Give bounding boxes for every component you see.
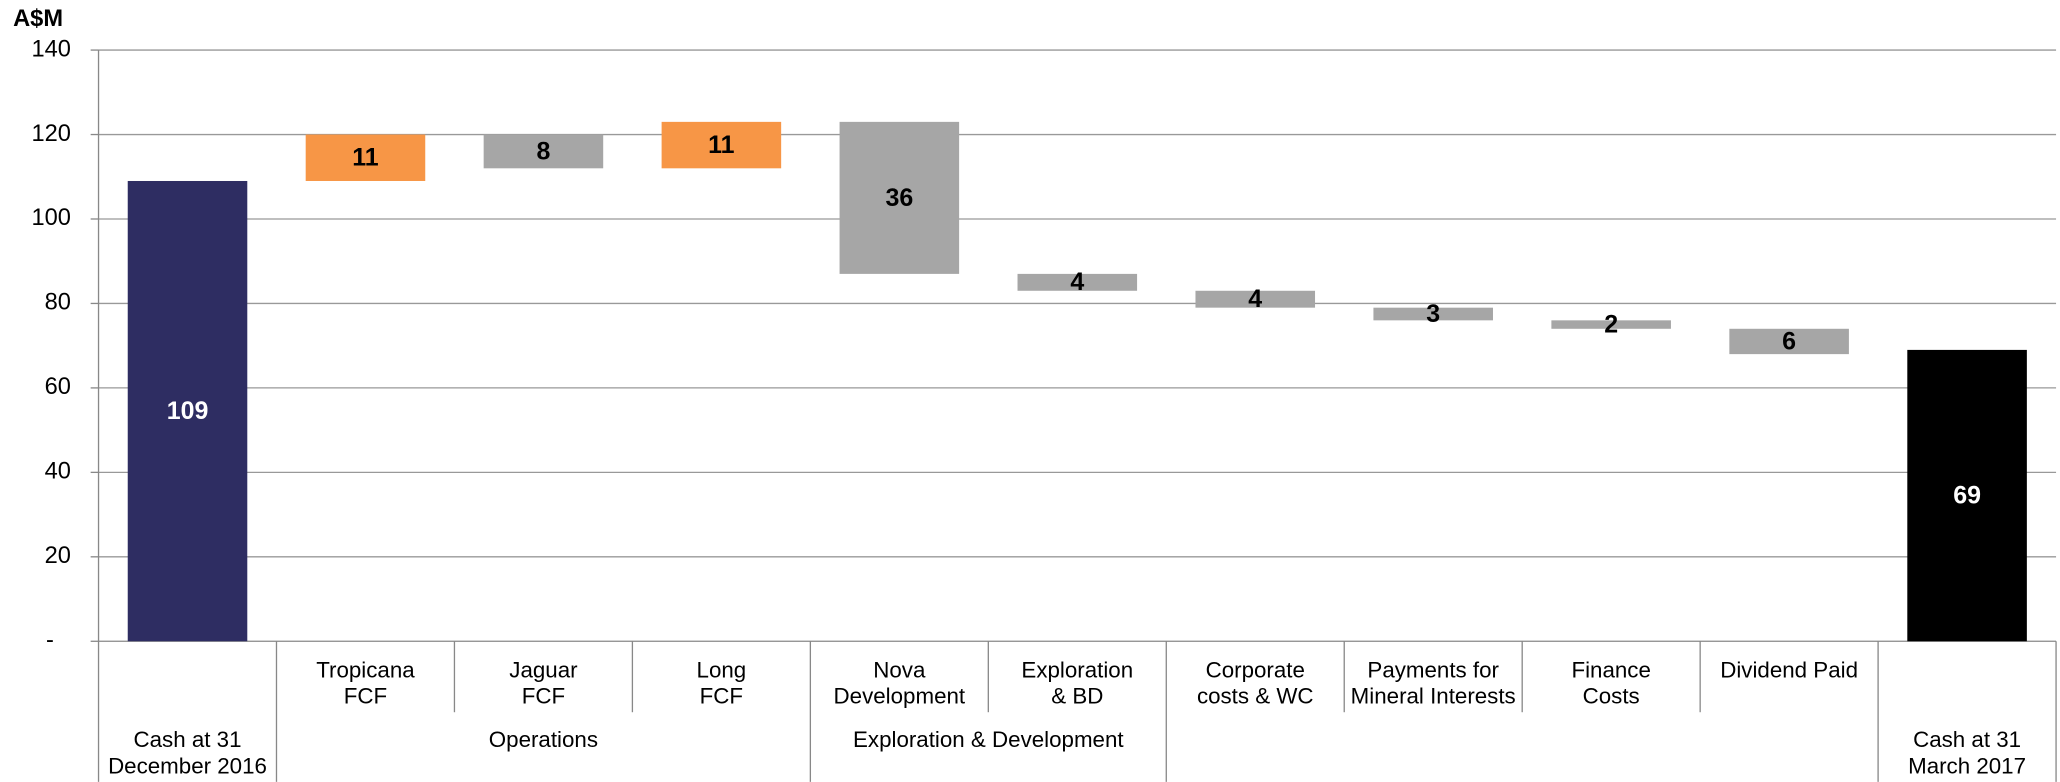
bar <box>1195 290 1316 308</box>
bar <box>839 121 960 274</box>
x-tick-label: Tropicana <box>316 657 415 682</box>
bar <box>1907 349 2027 642</box>
bar <box>127 180 248 642</box>
data-label: 2 <box>1604 310 1618 338</box>
data-label: 36 <box>885 184 913 212</box>
data-label: 11 <box>708 131 735 159</box>
x-tick-label: FCF <box>700 684 743 709</box>
y-tick-label: 100 <box>32 205 71 231</box>
bar <box>1373 307 1493 321</box>
y-tick-label: 40 <box>45 459 71 485</box>
data-label: 4 <box>1248 285 1262 313</box>
x-tick-label: Exploration <box>1021 657 1133 682</box>
x-tick-label: Development <box>834 684 966 709</box>
bar <box>483 134 604 169</box>
group-label: Cash at 31 <box>134 727 242 752</box>
x-tick-label: FCF <box>522 684 565 709</box>
x-tick-label: Nova <box>873 657 926 682</box>
x-tick-label: costs & WC <box>1197 684 1314 709</box>
bar <box>661 121 782 169</box>
bar <box>305 134 426 181</box>
group-label: Exploration & Development <box>853 727 1124 752</box>
x-tick-label: Corporate <box>1206 657 1305 682</box>
group-label: Cash at 31 <box>1913 727 2021 752</box>
data-label: 8 <box>536 137 550 165</box>
y-tick-label: 60 <box>45 374 71 400</box>
x-tick-label: FCF <box>344 684 387 709</box>
bar <box>1551 320 1671 329</box>
data-label: 6 <box>1782 327 1796 355</box>
x-tick-label: & BD <box>1051 684 1103 709</box>
x-tick-label: Payments for <box>1367 657 1499 682</box>
x-tick-label: Costs <box>1583 684 1640 709</box>
data-label: 11 <box>352 144 379 172</box>
bar <box>1017 273 1138 291</box>
group-label: Operations <box>489 727 598 752</box>
y-tick-label: 20 <box>45 543 71 569</box>
y-tick-label: 120 <box>32 121 71 147</box>
bar <box>1729 328 1849 355</box>
x-tick-label: Finance <box>1571 657 1650 682</box>
y-tick-label: 140 <box>32 36 71 62</box>
y-tick-label: - <box>46 628 54 654</box>
x-tick-label: Jaguar <box>509 657 578 682</box>
x-tick-label: Dividend Paid <box>1720 657 1858 682</box>
data-label: 3 <box>1426 300 1440 328</box>
x-tick-label: Mineral Interests <box>1351 684 1516 709</box>
x-tick-label: Long <box>697 657 747 682</box>
group-label: March 2017 <box>1908 753 2026 778</box>
y-axis-title: A$M <box>13 6 63 32</box>
data-label: 69 <box>1953 481 1981 509</box>
group-label: December 2016 <box>108 753 267 778</box>
data-label: 4 <box>1070 268 1084 296</box>
y-tick-label: 80 <box>45 290 71 316</box>
data-label: 109 <box>167 397 209 425</box>
